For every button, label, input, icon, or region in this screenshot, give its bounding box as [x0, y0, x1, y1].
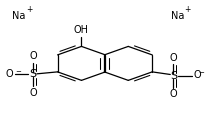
Text: O: O: [29, 88, 37, 98]
Text: O: O: [193, 70, 201, 80]
Text: S: S: [30, 69, 37, 79]
Text: O: O: [29, 51, 37, 61]
Text: O: O: [170, 53, 177, 63]
Text: +: +: [185, 5, 191, 14]
Text: O: O: [170, 89, 177, 99]
Text: O: O: [6, 69, 13, 79]
Text: +: +: [26, 5, 33, 14]
Text: Na: Na: [12, 11, 26, 21]
Text: S: S: [170, 71, 177, 81]
Text: OH: OH: [74, 25, 89, 35]
Text: −: −: [15, 69, 21, 75]
Text: Na: Na: [171, 11, 184, 21]
Text: −: −: [198, 70, 204, 76]
